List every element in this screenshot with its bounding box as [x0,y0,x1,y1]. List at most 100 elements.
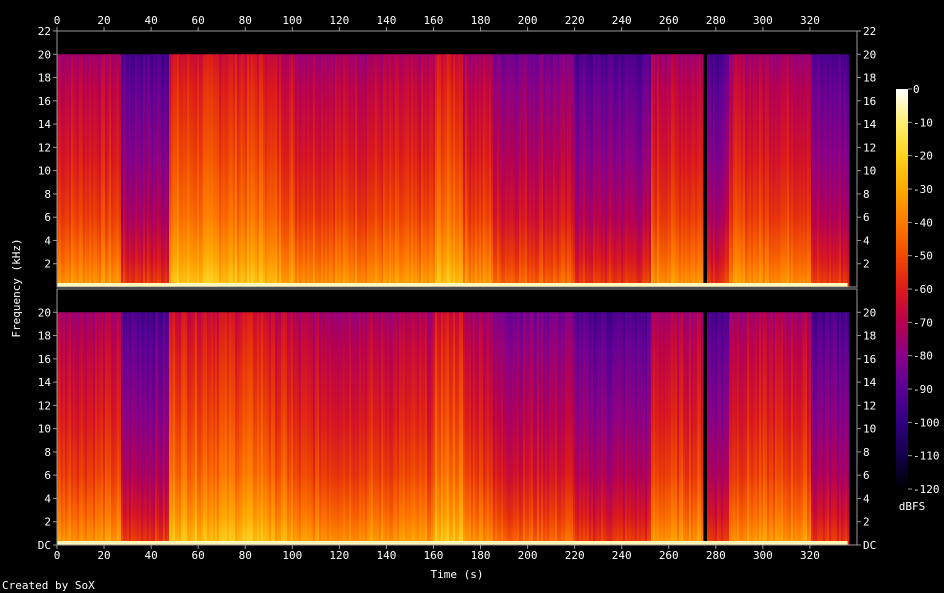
spectrogram-column [365,54,368,287]
spectrogram-column [339,54,342,287]
spectrogram-column [123,54,126,287]
spectrogram-column [275,312,278,545]
spectrogram-column [829,54,832,287]
spectrogram-column [497,312,500,545]
spectrogram-column [193,54,196,287]
spectrogram-column [469,312,472,545]
spectrogram-column [261,312,264,545]
spectrogram-column [253,312,256,545]
spectrogram-column [733,312,736,545]
spectrogram-column [65,54,68,287]
spectrogram-column [199,312,202,545]
spectrogram-column [383,312,386,545]
spectrogram-column [461,312,464,545]
spectrogram-column [119,54,122,287]
spectrogram-column [321,54,324,287]
spectrogram-column [269,312,272,545]
spectrogram-column [111,54,114,287]
y-tick-label: 18 [863,330,876,343]
spectrogram-column [749,54,752,287]
spectrogram-column [725,312,728,545]
spectrogram-column [395,54,398,287]
spectrogram-column [779,54,782,287]
x-tick-label: 260 [659,549,679,562]
spectrogram-column [183,312,186,545]
spectrogram-column [573,312,576,545]
spectrogram-column [625,312,628,545]
spectrogram-column [561,54,564,287]
y-tick-label: 6 [44,469,51,482]
y-tick-label: 6 [44,211,51,224]
spectrogram-column [473,54,476,287]
spectrogram-column [739,54,742,287]
spectrogram-column [795,54,798,287]
spectrogram-column [555,312,558,545]
spectrogram-column [665,312,668,545]
spectrogram-column [679,54,682,287]
y-tick-label: 10 [38,165,51,178]
spectrogram-column [231,312,234,545]
spectrogram-column [831,54,834,287]
spectrogram-column [635,312,638,545]
spectrogram-column [435,54,438,287]
spectrogram-column [553,312,556,545]
spectrogram-column [633,312,636,545]
spectrogram-column [199,54,202,287]
spectrogram-column [501,312,504,545]
spectrogram-column [403,54,406,287]
y-tick-label: 10 [863,165,876,178]
spectrogram-column [59,54,62,287]
spectrogram-column [621,54,624,287]
spectrogram-column [279,312,282,545]
spectrogram-column [839,54,842,287]
spectrogram-column [227,54,230,287]
spectrogram-column [165,54,168,287]
spectrogram-column [305,312,308,545]
spectrogram-column [181,312,184,545]
spectrogram-column [823,312,826,545]
spectrogram-column [551,54,554,287]
low-frequency-band [57,541,848,545]
spectrogram-column [837,54,840,287]
spectrogram-column [375,312,378,545]
spectrogram-column [549,54,552,287]
spectrogram-column [509,312,512,545]
spectrogram-column [359,312,362,545]
spectrogram-column [591,312,594,545]
spectrogram-column [595,312,598,545]
y-tick-label: 16 [38,95,51,108]
spectrogram-column [401,54,404,287]
spectrogram-column [805,312,808,545]
y-tick-label: 4 [863,234,870,247]
spectrogram-column [269,54,272,287]
spectrogram-column [63,54,66,287]
spectrogram-column [229,54,232,287]
spectrogram-column [241,54,244,287]
spectrogram-column [525,312,528,545]
spectrogram-column [419,312,422,545]
spectrogram-column [637,312,640,545]
spectrogram-column [331,54,334,287]
spectrogram-column [87,312,90,545]
spectrogram-column [151,312,154,545]
spectrogram-column [217,54,220,287]
spectrogram-column [621,312,624,545]
spectrogram-column [243,312,246,545]
spectrogram-column [363,312,366,545]
colorbar-tick-label: -80 [913,350,933,363]
spectrogram-column [141,312,144,545]
colorbar-tick-label: -100 [913,416,940,429]
spectrogram-column [371,54,374,287]
spectrogram-column [423,54,426,287]
spectrogram-column [483,54,486,287]
spectrogram-column [127,54,130,287]
spectrogram-column [573,54,576,287]
spectrogram-column [605,312,608,545]
spectrogram-column [799,54,802,287]
spectrogram-column [155,312,158,545]
spectrogram-column [589,54,592,287]
spectrogram-column [427,312,430,545]
spectrogram-column [323,54,326,287]
spectrogram-column [733,54,736,287]
spectrogram-column [225,54,228,287]
